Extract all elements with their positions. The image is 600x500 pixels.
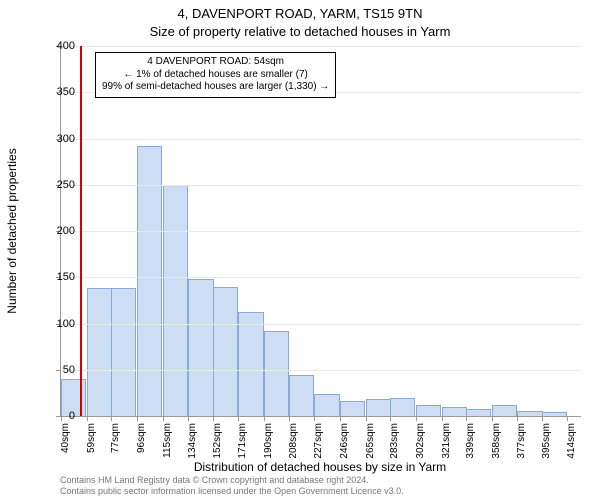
xtick-label: 190sqm — [263, 423, 274, 463]
info-box-line: 99% of semi-detached houses are larger (… — [102, 81, 329, 94]
xtick-mark — [340, 416, 341, 421]
xtick-mark — [567, 416, 568, 421]
info-box-line: ← 1% of detached houses are smaller (7) — [102, 69, 329, 82]
xtick-mark — [213, 416, 214, 421]
histogram-bar — [492, 405, 517, 416]
xtick-label: 152sqm — [212, 423, 223, 463]
histogram-bar — [213, 287, 238, 417]
plot-area: 4 DAVENPORT ROAD: 54sqm← 1% of detached … — [60, 46, 581, 417]
xtick-label: 96sqm — [136, 423, 147, 463]
histogram-bar — [390, 398, 415, 417]
ytick-label: 250 — [45, 179, 75, 191]
xtick-label: 208sqm — [288, 423, 299, 463]
ytick-label: 50 — [45, 364, 75, 376]
xtick-mark — [366, 416, 367, 421]
xtick-label: 115sqm — [162, 423, 173, 463]
histogram-bar — [314, 394, 339, 416]
xtick-mark — [314, 416, 315, 421]
xtick-label: 377sqm — [516, 423, 527, 463]
chart-title-address: 4, DAVENPORT ROAD, YARM, TS15 9TN — [0, 6, 600, 21]
histogram-bar — [264, 331, 289, 416]
ytick-label: 350 — [45, 86, 75, 98]
xtick-label: 40sqm — [60, 423, 71, 463]
xtick-mark — [466, 416, 467, 421]
xtick-mark — [137, 416, 138, 421]
xtick-label: 414sqm — [566, 423, 577, 463]
gridline-h — [61, 277, 581, 278]
histogram-bar — [416, 405, 441, 416]
xtick-mark — [390, 416, 391, 421]
xtick-mark — [264, 416, 265, 421]
reference-info-box: 4 DAVENPORT ROAD: 54sqm← 1% of detached … — [95, 52, 336, 98]
chart-container: 4, DAVENPORT ROAD, YARM, TS15 9TN Size o… — [0, 0, 600, 500]
ytick-label: 0 — [45, 410, 75, 422]
xtick-label: 227sqm — [313, 423, 324, 463]
xtick-mark — [416, 416, 417, 421]
xtick-label: 246sqm — [339, 423, 350, 463]
xtick-mark — [111, 416, 112, 421]
histogram-bar — [137, 146, 162, 416]
gridline-h — [61, 185, 581, 186]
histogram-bar — [289, 375, 314, 416]
histogram-bar — [442, 407, 467, 416]
gridline-h — [61, 370, 581, 371]
attribution-footer: Contains HM Land Registry data © Crown c… — [60, 475, 404, 496]
ytick-label: 300 — [45, 133, 75, 145]
chart-title-subtitle: Size of property relative to detached ho… — [0, 24, 600, 39]
xtick-label: 395sqm — [541, 423, 552, 463]
xtick-label: 321sqm — [441, 423, 452, 463]
gridline-h — [61, 231, 581, 232]
xtick-label: 171sqm — [237, 423, 248, 463]
xtick-label: 339sqm — [465, 423, 476, 463]
footer-line-2: Contains public sector information licen… — [60, 486, 404, 496]
xtick-mark — [87, 416, 88, 421]
xtick-mark — [238, 416, 239, 421]
xtick-label: 77sqm — [110, 423, 121, 463]
xtick-label: 134sqm — [187, 423, 198, 463]
xtick-mark — [289, 416, 290, 421]
xtick-mark — [492, 416, 493, 421]
ytick-label: 100 — [45, 318, 75, 330]
info-box-line: 4 DAVENPORT ROAD: 54sqm — [102, 56, 329, 69]
xtick-mark — [188, 416, 189, 421]
histogram-bar — [87, 288, 112, 416]
histogram-bar — [466, 409, 491, 416]
footer-line-1: Contains HM Land Registry data © Crown c… — [60, 475, 404, 485]
xtick-mark — [542, 416, 543, 421]
xtick-mark — [517, 416, 518, 421]
xtick-label: 265sqm — [365, 423, 376, 463]
xtick-mark — [163, 416, 164, 421]
histogram-bar — [188, 279, 213, 416]
histogram-bar — [111, 288, 136, 416]
histogram-bar — [163, 185, 188, 416]
reference-line — [80, 46, 82, 416]
histogram-bar — [340, 401, 365, 416]
xtick-label: 358sqm — [491, 423, 502, 463]
gridline-h — [61, 139, 581, 140]
histogram-bar — [517, 411, 542, 416]
ytick-label: 400 — [45, 40, 75, 52]
xtick-label: 59sqm — [86, 423, 97, 463]
y-axis-label: Number of detached properties — [5, 148, 19, 313]
histogram-bar — [238, 312, 263, 416]
histogram-bar — [542, 412, 567, 416]
xtick-label: 283sqm — [389, 423, 400, 463]
xtick-mark — [442, 416, 443, 421]
ytick-label: 150 — [45, 271, 75, 283]
ytick-label: 200 — [45, 225, 75, 237]
gridline-h — [61, 324, 581, 325]
gridline-h — [61, 46, 581, 47]
xtick-label: 302sqm — [415, 423, 426, 463]
histogram-bar — [366, 399, 391, 416]
